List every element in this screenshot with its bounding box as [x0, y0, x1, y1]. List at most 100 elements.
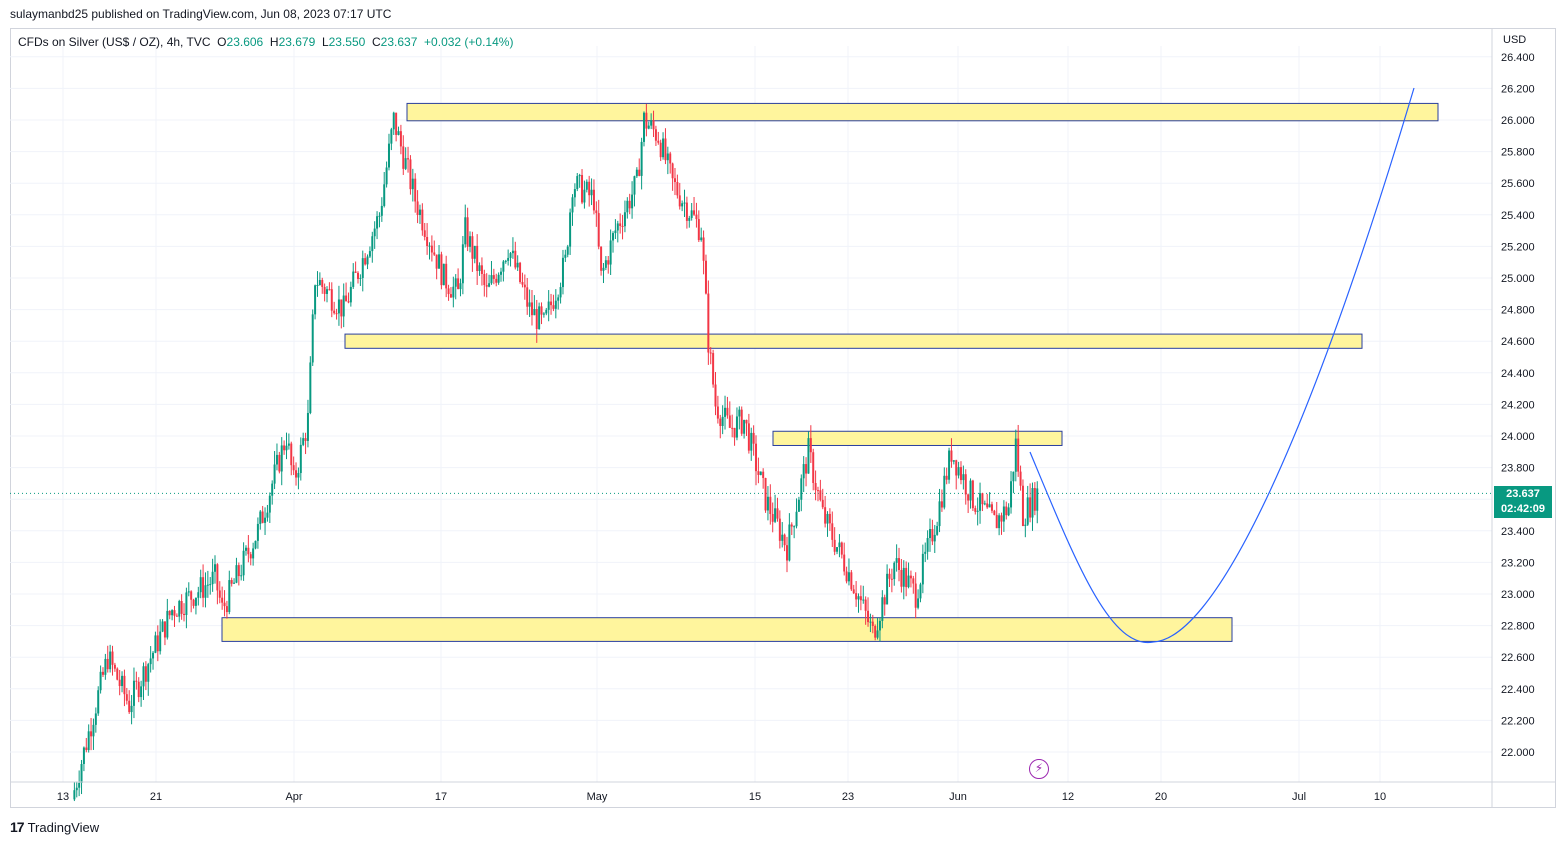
candle-body	[654, 129, 657, 141]
high-value: 23.679	[278, 35, 316, 49]
brand-footer[interactable]: 17 TradingView	[10, 819, 99, 835]
candle-body	[290, 443, 293, 466]
candle-body	[559, 287, 562, 298]
candle-body	[337, 299, 340, 314]
price-zone	[406, 102, 1439, 122]
publisher-line: sulaymanbd25 published on TradingView.co…	[10, 7, 392, 21]
close-value: 23.637	[380, 35, 418, 49]
candle-body	[659, 142, 662, 158]
candle-body	[314, 285, 317, 315]
candle-body	[159, 631, 162, 652]
candle-body	[500, 271, 502, 275]
candle-body	[471, 236, 474, 259]
candle-body	[171, 610, 174, 616]
price-tick-label: 24.800	[1501, 305, 1535, 317]
time-tick-label: 21	[150, 791, 162, 803]
candle-body	[342, 295, 345, 317]
candle-body	[652, 120, 655, 130]
candle-body	[547, 301, 550, 310]
candle-body	[874, 625, 877, 638]
candle-body	[583, 189, 586, 203]
candle-body	[912, 578, 915, 584]
candle-body	[149, 658, 152, 665]
candle-body	[643, 112, 645, 142]
candle-body	[952, 460, 955, 462]
candle-body	[852, 589, 855, 594]
candle-body	[116, 668, 119, 680]
candle-body	[971, 480, 974, 509]
candle-body	[457, 278, 460, 290]
candle-body	[340, 299, 343, 317]
candle-body	[747, 423, 750, 451]
price-tick-label: 25.600	[1501, 178, 1535, 190]
candle-body	[702, 237, 705, 261]
candle-body	[786, 545, 788, 561]
candle-body	[352, 271, 355, 287]
candle-body	[929, 529, 931, 539]
price-tick-label: 22.200	[1501, 715, 1535, 727]
candle-body	[418, 209, 421, 215]
candle-body	[750, 432, 753, 451]
price-tick-label: 26.000	[1501, 115, 1535, 127]
last-price-value: 23.637	[1506, 488, 1540, 500]
candle-body	[366, 256, 369, 265]
candle-body	[805, 464, 808, 474]
candle-body	[378, 215, 381, 217]
candle-body	[523, 284, 526, 288]
candle-body	[905, 567, 908, 588]
candle-body	[459, 283, 462, 290]
candle-body	[99, 671, 102, 691]
lightning-icon[interactable]: ⚡	[1029, 759, 1049, 779]
candle-body	[633, 176, 636, 195]
candle-body	[595, 210, 598, 214]
candle-body	[247, 547, 250, 555]
candle-body	[416, 201, 419, 215]
price-tick-label: 25.400	[1501, 210, 1535, 222]
candle-body	[273, 464, 276, 484]
candle-body	[287, 443, 290, 446]
candle-body	[847, 572, 850, 582]
candle-body	[921, 553, 924, 585]
candle-body	[221, 597, 224, 603]
candle-body	[237, 565, 240, 577]
candle-body	[726, 407, 729, 416]
candle-body	[519, 262, 522, 282]
candle-body	[421, 209, 424, 231]
candle-body	[878, 620, 881, 631]
price-tick-label: 24.000	[1501, 431, 1535, 443]
candle-body	[480, 265, 483, 274]
candle-body	[728, 415, 731, 428]
open-label: O	[217, 35, 227, 49]
price-tick-label: 26.400	[1501, 52, 1535, 64]
candle-body	[688, 217, 691, 221]
candle-body	[230, 580, 233, 584]
candle-body	[297, 473, 300, 478]
candle-body	[564, 254, 567, 258]
candle-body	[192, 599, 195, 606]
candle-body	[998, 515, 1001, 529]
candle-body	[483, 273, 486, 286]
candle-body	[693, 210, 696, 215]
candle-body	[673, 178, 676, 183]
candle-body	[211, 571, 214, 585]
price-tick-label: 22.600	[1501, 652, 1535, 664]
candle-body	[476, 245, 479, 271]
candle-body	[662, 138, 665, 158]
candle-body	[399, 131, 402, 147]
candle-body	[495, 278, 498, 283]
candle-body	[414, 178, 417, 202]
candle-body	[111, 651, 114, 665]
candle-body	[683, 202, 686, 204]
last-price-tag: 23.637 02:42:09	[1494, 486, 1552, 518]
candle-body	[128, 700, 131, 713]
candle-body	[123, 675, 126, 695]
candle-body	[373, 228, 376, 237]
candle-body	[409, 159, 412, 190]
candle-body	[769, 496, 772, 514]
candle-body	[78, 782, 81, 788]
candle-body	[452, 286, 455, 298]
time-axis: 13 21 Apr 17 May 15 23 Jun 12 20 Jul 10	[10, 781, 1556, 803]
time-tick-label: Jul	[1292, 791, 1306, 803]
candle-body	[1012, 471, 1015, 482]
